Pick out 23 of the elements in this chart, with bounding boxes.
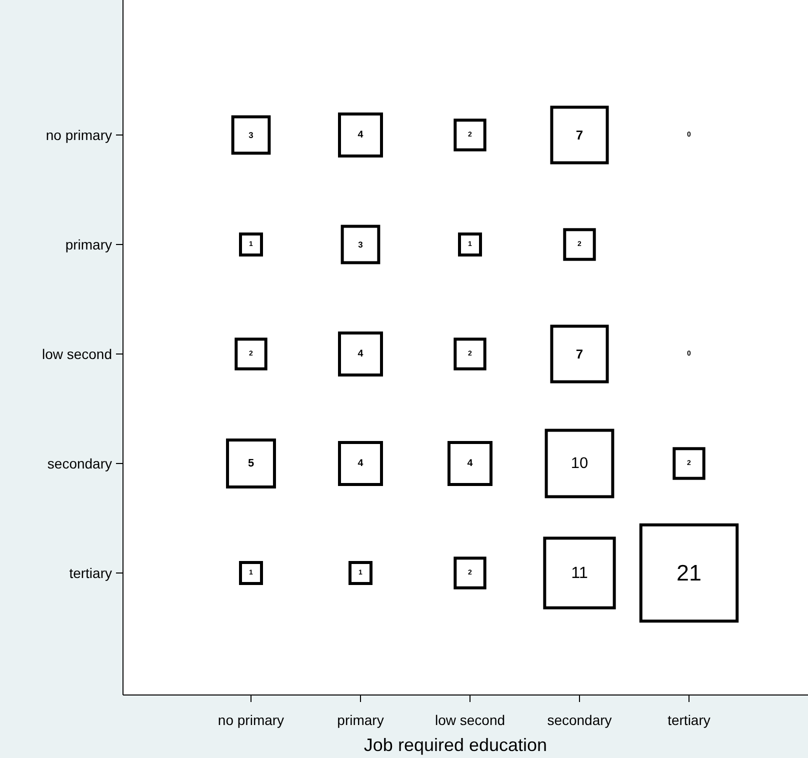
data-label: 5 (248, 458, 254, 470)
x-tick-label: primary (337, 712, 384, 728)
data-label: 7 (576, 346, 584, 362)
data-label: 10 (570, 455, 588, 472)
y-tick-label: no primary (46, 127, 112, 143)
x-tick-label: tertiary (668, 712, 710, 728)
y-tick-label: tertiary (69, 565, 112, 581)
y-tick-label: primary (65, 236, 112, 252)
data-label: 7 (576, 128, 584, 142)
data-label: 3 (248, 130, 254, 140)
x-axis-title: Job required education (364, 735, 548, 755)
x-tick-label: low second (434, 712, 506, 728)
data-label: 4 (358, 130, 364, 140)
data-label: 11 (571, 564, 588, 582)
data-label: 3 (358, 240, 364, 250)
data-label: 21 (676, 560, 702, 586)
x-tick-label: no primary (218, 712, 284, 728)
x-tick-label: secondary (547, 712, 612, 728)
data-label: 4 (358, 348, 364, 360)
y-tick-label: secondary (47, 456, 112, 472)
data-label: 4 (467, 458, 474, 469)
data-label: 4 (358, 458, 364, 469)
y-tick-label: low second (42, 346, 112, 362)
